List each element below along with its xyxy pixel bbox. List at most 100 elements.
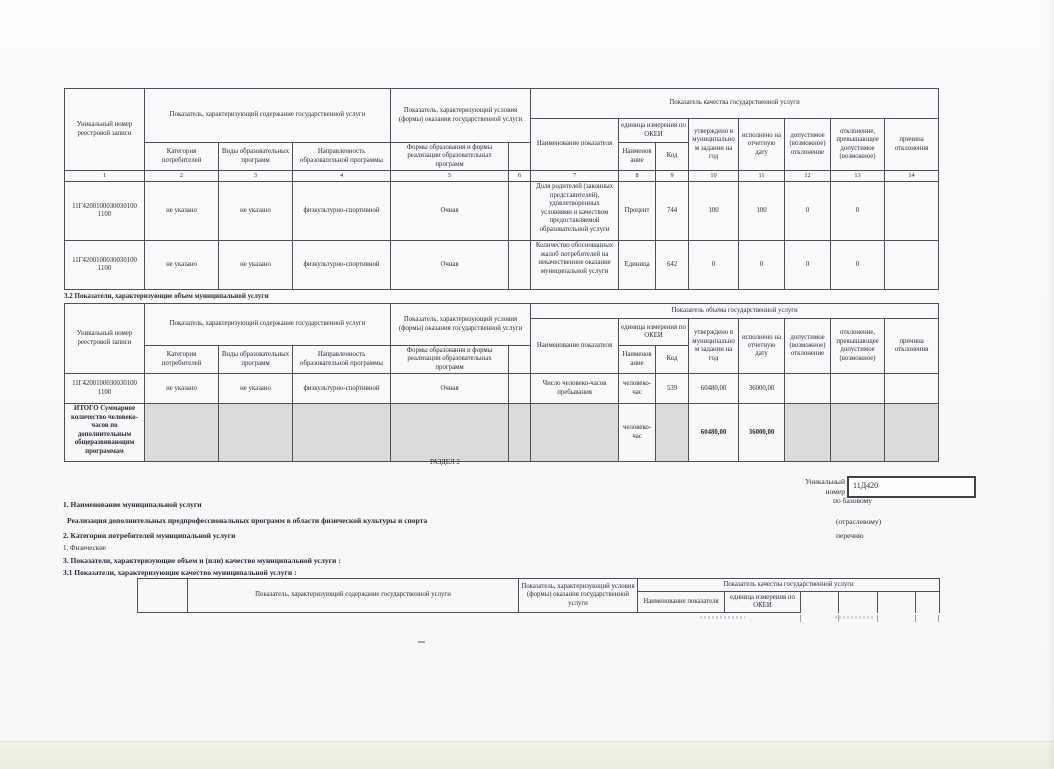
cell: 36000,00 <box>738 373 786 405</box>
cutoff-column-line <box>800 615 801 622</box>
unique-number-label-line1: Уникальный <box>805 477 845 486</box>
item1-title: 1. Наименование муниципальной услуги <box>63 500 202 509</box>
hdr-content-group: Показатель, характеризующий содержание г… <box>143 303 392 346</box>
cell: 0 <box>830 240 886 291</box>
hdr-conditions-group: Показатель, характеризующий условия (фор… <box>390 303 532 346</box>
cell: человеко-час <box>618 373 657 405</box>
cell-empty <box>784 373 832 405</box>
cell: 0 <box>830 181 886 242</box>
col-num: 13 <box>830 170 886 183</box>
cell-empty <box>508 403 532 463</box>
col-num: 2 <box>144 170 219 183</box>
cell-registry-id: 11Г4200100030030100 1100 <box>64 240 145 291</box>
cell: не указано <box>218 373 293 405</box>
hdr-exceeding: отклонение, превышающее допустимое (возм… <box>830 117 886 172</box>
cell: не указано <box>144 181 219 242</box>
hdr-unique-number: Уникальный номер реестровой записи <box>64 302 145 375</box>
page-edge-shadow <box>1046 0 1054 768</box>
cell: 0 <box>784 240 832 291</box>
cell-empty <box>508 181 532 242</box>
section-2-title: РАЗДЕЛ 2 <box>430 458 460 466</box>
cell: Единица <box>618 240 657 291</box>
hdr-okei-name: Наименование <box>618 344 657 375</box>
cell-empty <box>291 403 392 463</box>
cell-cutoff <box>838 591 878 613</box>
hdr-empty-col6 <box>508 344 532 375</box>
cell-cutoff <box>800 591 839 613</box>
cell-total-label: ИТОГО Суммарное количество человеко-часо… <box>64 403 145 463</box>
col-num: 3 <box>218 170 293 183</box>
hdr-empty-col6 <box>508 141 532 172</box>
cell-cutoff <box>877 591 916 613</box>
cell-total-approved: 60480,00 <box>688 403 740 463</box>
by-list-label: перечню <box>836 531 864 540</box>
hdr-okei-code: Код <box>655 344 690 375</box>
hdr-orientation: Направленность образовательной программы <box>291 141 392 172</box>
table-row: 11Г4200100030030100 1100 не указано не у… <box>64 240 940 291</box>
cell: не указано <box>144 373 219 405</box>
cell-empty <box>830 403 886 463</box>
unique-number-label-line2: номер <box>825 486 845 496</box>
cell: 0 <box>738 240 786 291</box>
col-num: 11 <box>738 170 786 183</box>
cell-empty <box>884 403 940 463</box>
cell-indicator: Число человеко-часов пребывания <box>530 373 620 405</box>
cell-empty <box>655 403 690 463</box>
cell-total-executed: 36000,00 <box>738 403 786 463</box>
hdr-content-group: Показатель, характеризующий содержание г… <box>143 88 392 143</box>
hdr-unique-number-empty <box>137 578 188 613</box>
cell: 100 <box>688 181 740 242</box>
col-num: 1 <box>64 170 145 183</box>
cell-empty <box>144 403 219 463</box>
cell: Процент <box>618 181 657 242</box>
cell-empty <box>830 373 886 405</box>
hdr-edu-forms: Формы образования и формы реализации обр… <box>390 344 510 375</box>
hdr-reason: причина отклонения <box>884 117 940 172</box>
hdr-quality-group: Показатель качества государственной услу… <box>530 88 940 119</box>
col-num: 7 <box>530 170 620 183</box>
section2-quality-table-partial: Показатель, характеризующий содержание г… <box>137 578 940 613</box>
hdr-okei-name: Наименование <box>618 141 657 172</box>
cell: 642 <box>655 240 690 291</box>
item31-title: 3.1 Показатели, характеризующие качество… <box>63 568 297 577</box>
hdr-okei-unit: единица измерения по ОКЕИ <box>618 118 690 143</box>
faint-bleedthrough-text <box>835 616 875 619</box>
cutoff-column-line <box>938 615 939 622</box>
col-num: 9 <box>655 170 690 183</box>
hdr-indicator-name: Наименование показателя <box>530 317 620 375</box>
cell: 0 <box>784 181 832 242</box>
hdr-edu-types: Виды образовательных программ <box>218 344 293 375</box>
cell-empty <box>390 403 510 463</box>
hdr-allowed: допустимое (возможное) отклонение <box>784 317 832 375</box>
hdr-conditions-group: Показатель, характеризующий условия (фор… <box>390 88 532 143</box>
col-num: 8 <box>618 170 657 183</box>
cutoff-column-line <box>877 615 878 622</box>
hdr-category: Категория потребителей <box>144 344 219 375</box>
faint-bleedthrough-text <box>700 616 745 619</box>
table-row: 11Г4200100030030100 1100 не указано не у… <box>64 181 940 242</box>
col-num: 4 <box>291 170 392 183</box>
hdr-quality-group: Показатель качества государственной услу… <box>637 578 940 592</box>
unique-number-label: Уникальный номер <box>760 477 845 497</box>
cell: Очная <box>390 240 510 291</box>
hdr-okei-code: Код <box>655 141 690 172</box>
cell-empty <box>530 403 620 463</box>
cell: физкультурно-спортивной <box>291 240 392 291</box>
hdr-indicator-name: Наименование показателя <box>530 117 620 172</box>
cell-empty <box>884 240 940 291</box>
unique-number-value-box: 11Д420 <box>847 476 976 498</box>
hdr-exceeding: отклонение, превышающее допустимое (возм… <box>830 317 886 375</box>
cell-indicator: Количество обоснованных жалоб потребител… <box>530 240 620 291</box>
volume-indicators-table: Уникальный номер реестровой записи Показ… <box>64 302 940 463</box>
hdr-conditions-group: Показатель, характеризующий условия (фор… <box>518 578 638 613</box>
cell: 0 <box>688 240 740 291</box>
cell-registry-id: 11Г4200100030030100 1100 <box>64 181 145 242</box>
cutoff-column-line <box>838 615 839 622</box>
cell-cutoff <box>915 591 940 613</box>
cell-empty <box>884 181 940 242</box>
cell-empty <box>508 373 532 405</box>
hdr-allowed: допустимое (возможное) отклонение <box>784 117 832 172</box>
hdr-executed: исполнено на отчетную дату <box>738 117 786 172</box>
cell: физкультурно-спортивной <box>291 181 392 242</box>
unique-number-value: 11Д420 <box>853 481 879 490</box>
